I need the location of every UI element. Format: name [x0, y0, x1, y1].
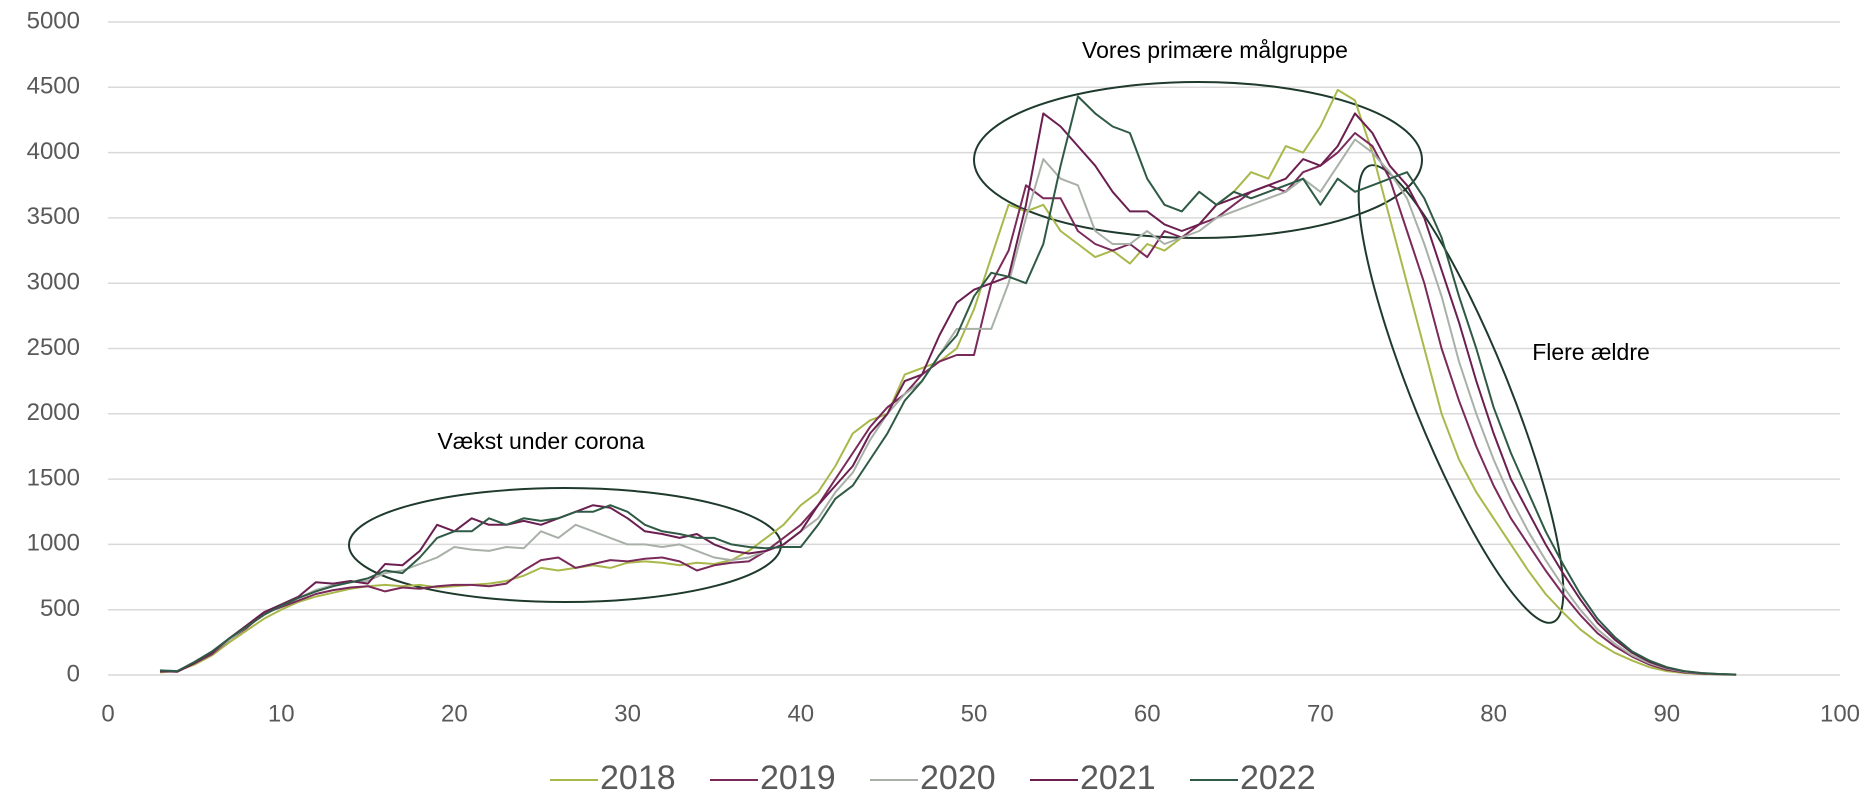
x-tick-label: 100: [1820, 700, 1860, 727]
legend-label: 2021: [1080, 759, 1156, 795]
x-tick-label: 30: [614, 700, 641, 727]
legend-label: 2019: [760, 759, 836, 795]
y-tick-label: 500: [40, 595, 80, 622]
legend-label: 2020: [920, 759, 996, 795]
legend: 2018 2019 2020 2021 2022: [550, 759, 1316, 795]
line: [159, 132, 1737, 676]
line: [159, 112, 1737, 676]
line: [159, 95, 1737, 676]
ellipse: [973, 81, 1423, 239]
y-tick-label: 4500: [27, 73, 80, 100]
y-tick-label: 1500: [27, 464, 80, 491]
ellipse: [1357, 164, 1565, 624]
annotation-shapes: [348, 81, 1565, 624]
line: [159, 88, 1737, 676]
annotation: Flere ældre: [1532, 339, 1650, 365]
y-tick-label: 3000: [27, 269, 80, 296]
x-tick-label: 40: [787, 700, 814, 727]
x-tick-label: 0: [101, 700, 114, 727]
legend-label: 2018: [600, 759, 676, 795]
x-tick-label: 50: [961, 700, 988, 727]
y-tick-label: 1000: [27, 530, 80, 557]
x-tick-label: 80: [1480, 700, 1507, 727]
x-tick-label: 70: [1307, 700, 1334, 727]
y-tick-label: 3500: [27, 203, 80, 230]
y-tick-label: 4000: [27, 138, 80, 165]
y-tick-label: 2500: [27, 334, 80, 361]
line: [159, 138, 1737, 676]
y-tick-label: 2000: [27, 399, 80, 426]
x-tick-label: 90: [1653, 700, 1680, 727]
y-tick-label: 0: [67, 660, 80, 687]
annotation: Vækst under corona: [437, 428, 644, 454]
annotation: Vores primære målgruppe: [1082, 37, 1348, 63]
legend-label: 2022: [1240, 759, 1316, 795]
y-tick-label: 5000: [27, 7, 80, 34]
x-tick-label: 60: [1134, 700, 1161, 727]
x-tick-label: 20: [441, 700, 468, 727]
x-tick-label: 10: [268, 700, 295, 727]
